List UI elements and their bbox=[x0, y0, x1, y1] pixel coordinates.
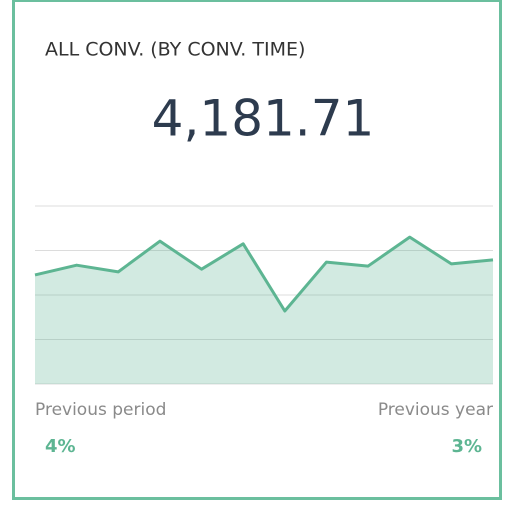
comparison-value: 4% bbox=[45, 436, 76, 457]
card bbox=[12, 0, 502, 500]
comparison-label: Previous year bbox=[378, 400, 493, 420]
comparison-value: 3% bbox=[451, 436, 482, 457]
area-fill bbox=[35, 237, 493, 384]
line bbox=[34, 235, 494, 313]
card-title: ALL CONV. (BY CONV. TIME) bbox=[45, 39, 305, 61]
comparison-label: Previous period bbox=[35, 400, 166, 420]
metric-value: 4,181.71 bbox=[152, 90, 375, 148]
